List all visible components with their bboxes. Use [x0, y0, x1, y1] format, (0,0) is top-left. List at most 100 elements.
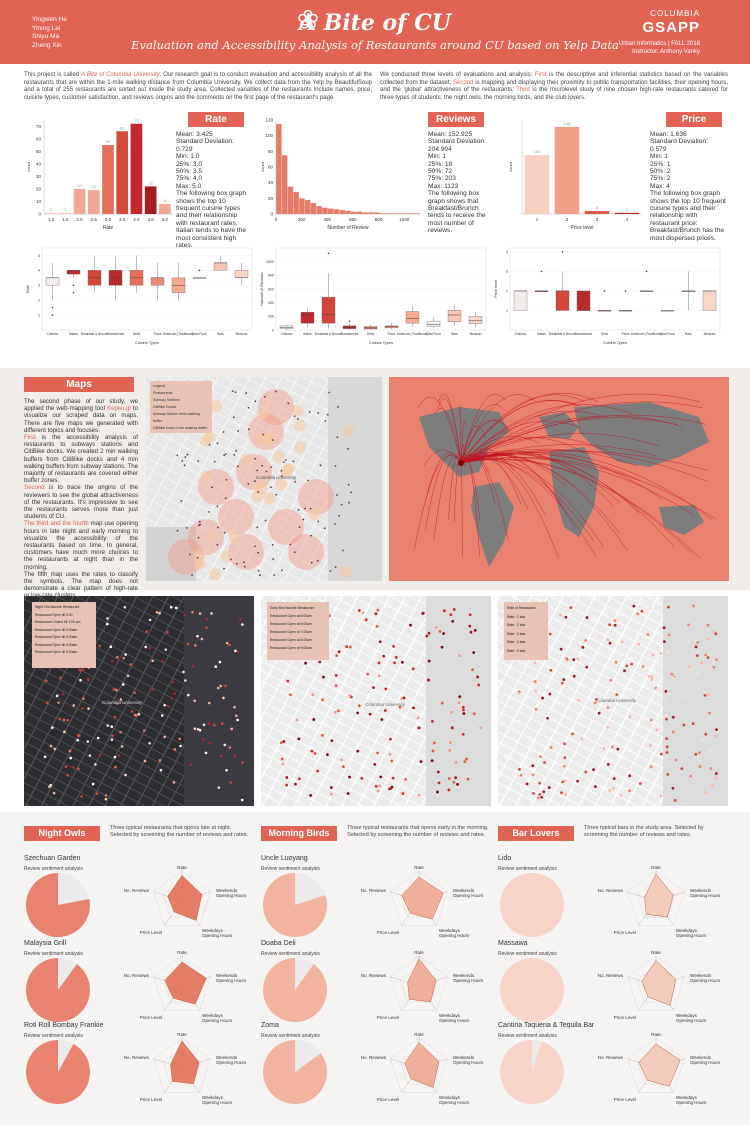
restaurant-point	[364, 618, 368, 622]
restaurant-point	[345, 645, 349, 649]
restaurant-point	[412, 706, 415, 710]
restaurant-point	[317, 412, 320, 414]
restaurant-point	[663, 640, 666, 644]
street	[498, 596, 728, 806]
restaurant-point	[457, 701, 461, 704]
box	[150, 277, 165, 286]
legend-item: Restaurant Open at 8:00am	[270, 638, 312, 642]
restaurant-point	[223, 743, 227, 747]
restaurant-point	[143, 759, 147, 763]
sentiment-pie-chart	[500, 1040, 564, 1104]
restaurant-point	[517, 691, 521, 695]
restaurant-point	[536, 796, 540, 800]
legend-item: Restaurant Open at 5:00am	[270, 614, 312, 618]
subway-buffer	[258, 389, 294, 425]
street	[498, 641, 728, 806]
radar-axis-label: Opening Hours	[202, 1100, 233, 1105]
restaurant-point	[580, 737, 584, 741]
x-tick-label: 0	[275, 217, 278, 222]
intro-highlight: Third	[516, 87, 530, 94]
street	[261, 602, 491, 806]
legend-item: Restaurant Open at 9:00am	[270, 646, 312, 650]
restaurant-point	[479, 726, 483, 730]
reviewer-flow-line	[460, 451, 712, 520]
outlier-point	[561, 251, 564, 253]
radar-grid	[627, 1037, 685, 1093]
restaurant-point	[667, 605, 670, 609]
restaurant-point	[712, 630, 715, 634]
restaurant-point	[348, 694, 352, 698]
restaurant-point	[664, 700, 668, 704]
stat-line: Mean: 152.925	[428, 131, 472, 138]
stat-line: Min: 1	[650, 153, 668, 161]
box	[426, 320, 441, 327]
restaurant-point	[116, 655, 119, 659]
restaurant-point	[245, 392, 248, 394]
radar-axis-label: Weekdays	[439, 928, 461, 933]
street	[24, 596, 254, 806]
radar-axis-label: Weekdays	[676, 1095, 698, 1100]
restaurant-point	[640, 609, 644, 613]
restaurant-point	[450, 726, 454, 730]
x-tick-label: Sandwiches	[107, 332, 125, 336]
map-place-label: Columbia University	[365, 702, 406, 707]
restaurant-point	[313, 752, 317, 755]
restaurant-point	[379, 775, 383, 779]
radar-axis-label: Weekdays	[202, 1013, 224, 1018]
restaurant-point	[400, 697, 404, 701]
box	[234, 270, 249, 278]
sentiment-pie-chart	[263, 1040, 327, 1104]
brand-columbia: COLUMBIA	[650, 9, 700, 18]
restaurant-point	[357, 609, 361, 612]
restaurant-point	[235, 562, 238, 565]
restaurant-point	[374, 612, 378, 616]
radar-axis-label: Weekends	[690, 888, 712, 893]
legend-item: CitiBike Dock 2 min walking buffer	[153, 426, 208, 430]
restaurant-point	[695, 654, 699, 658]
restaurant-point	[191, 574, 193, 577]
restaurant-point	[247, 406, 250, 409]
restaurant-point	[606, 706, 610, 710]
bar-value-label: 66	[120, 125, 125, 130]
rate-map-canvas	[498, 596, 728, 806]
street	[261, 626, 491, 806]
restaurant-point	[316, 559, 319, 562]
radar-series	[638, 1043, 681, 1087]
street	[24, 596, 254, 806]
radar-axis-label: Rate	[414, 950, 424, 955]
kepler-link[interactable]: Kepler.gl	[107, 405, 131, 413]
restaurant-point	[638, 782, 642, 785]
street	[261, 596, 491, 806]
restaurant-point	[373, 763, 377, 766]
restaurant-point	[468, 613, 472, 617]
reviewer-flow-line	[460, 399, 581, 464]
restaurant-point	[96, 736, 100, 740]
restaurant-point	[389, 737, 392, 741]
restaurant-point	[694, 752, 698, 756]
pie-slice-positive	[26, 1040, 91, 1104]
stat-line: 25%: 18	[428, 160, 453, 168]
citibike-buffer	[206, 530, 219, 543]
restaurant-point	[382, 654, 386, 658]
restaurant-point	[384, 687, 388, 691]
restaurant-point	[549, 746, 553, 749]
restaurant-point	[390, 785, 394, 789]
x-tick-label: American (Traditional)	[397, 332, 428, 336]
sentiment-label: Review sentiment analysis	[498, 1033, 557, 1039]
restaurant-point	[198, 728, 202, 732]
street	[498, 634, 728, 806]
street	[24, 596, 254, 806]
restaurant-point	[338, 514, 341, 517]
restaurant-point	[585, 616, 589, 619]
restaurant-point	[78, 668, 82, 672]
x-tick-label: 200	[298, 217, 306, 222]
restaurant-point	[357, 704, 361, 708]
x-tick-label: American (Traditional)	[163, 332, 194, 336]
restaurant-point	[565, 658, 569, 662]
radar-axis-label: Weekends	[216, 973, 238, 978]
restaurant-point	[294, 782, 297, 786]
subway-buffer	[268, 509, 304, 545]
restaurant-point	[302, 518, 305, 521]
restaurant-point	[708, 711, 711, 715]
